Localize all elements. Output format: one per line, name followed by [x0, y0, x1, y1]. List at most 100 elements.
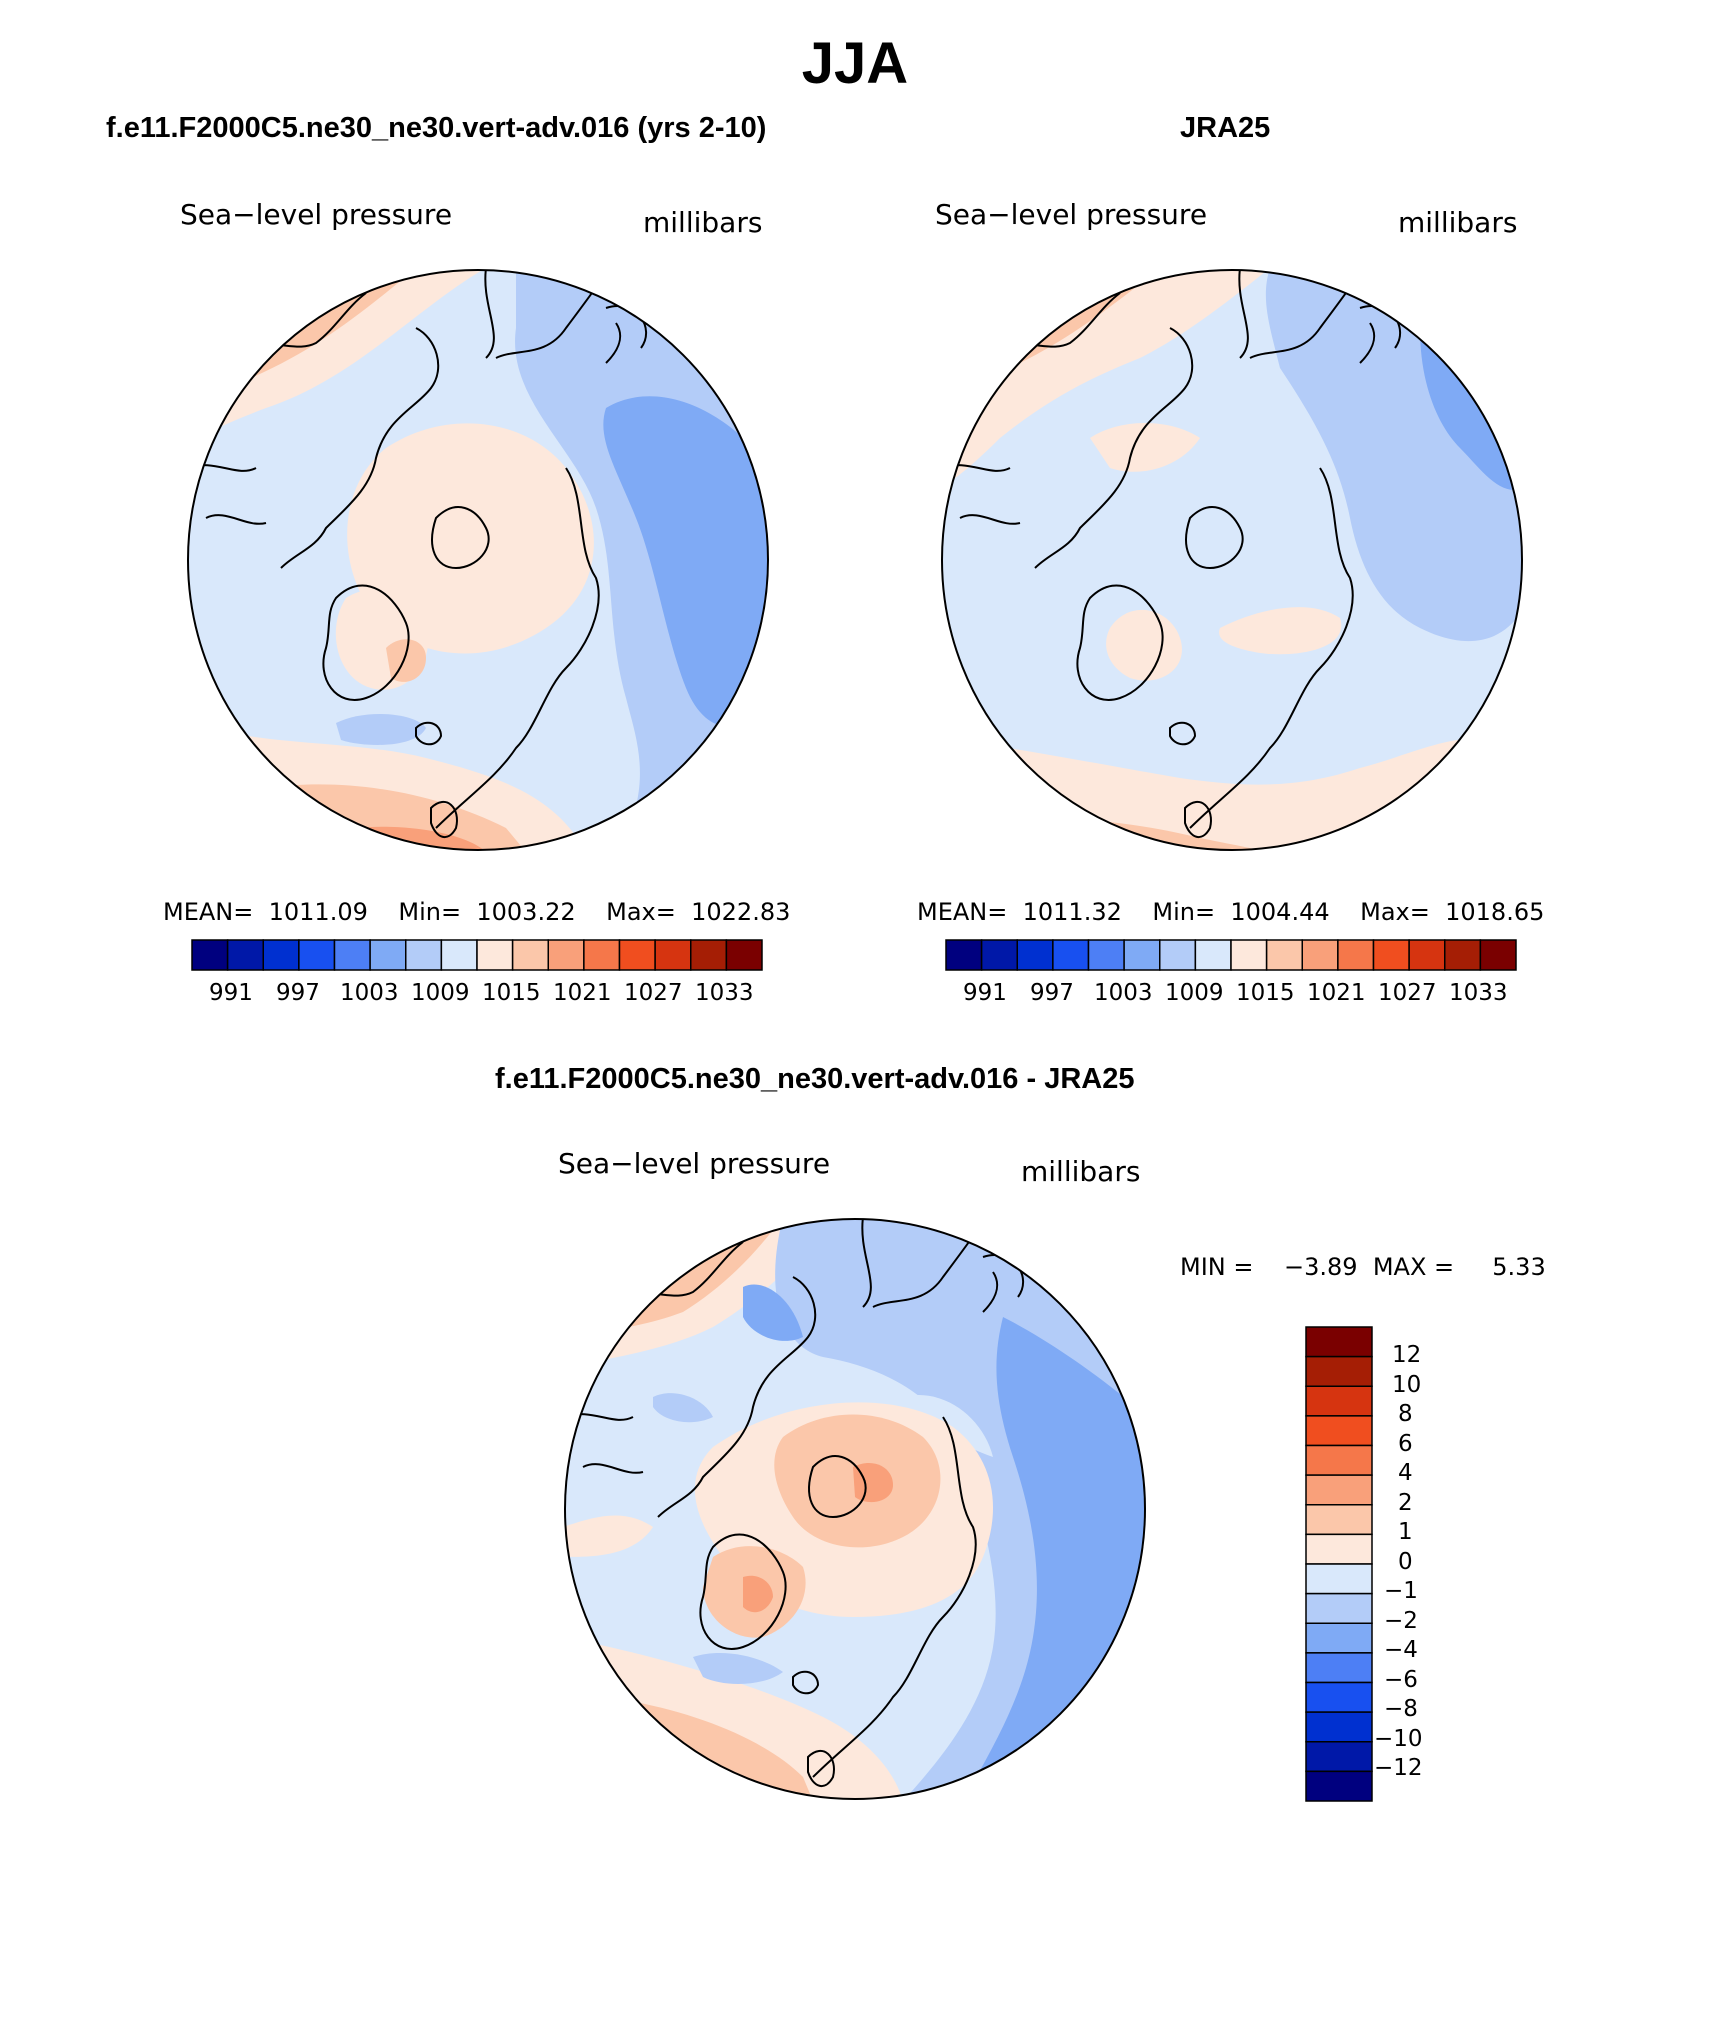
model-tick: 1009	[411, 980, 470, 1006]
model-colorbar-swatch	[262, 939, 300, 971]
diff-min-label: MIN =	[1180, 1253, 1254, 1281]
obs-colorbar-ticks: 991 997 1003 1009 1015 1021 1027 1033	[946, 980, 1516, 1010]
model-colorbar-swatch	[298, 939, 336, 971]
diff-tick: −4	[1384, 1637, 1418, 1663]
diff-colorbar-swatch	[1305, 1741, 1373, 1773]
model-colorbar-swatch	[547, 939, 585, 971]
model-variable-label: Sea−level pressure	[180, 198, 453, 231]
obs-stats: MEAN= 1011.32 Min= 1004.44 Max= 1018.65	[917, 898, 1544, 926]
obs-tick: 1033	[1449, 980, 1508, 1006]
diff-stats: MIN = −3.89 MAX = 5.33	[1180, 1253, 1546, 1281]
model-colorbar-swatch	[618, 939, 656, 971]
model-tick: 1015	[482, 980, 541, 1006]
obs-colorbar-swatch	[1230, 939, 1268, 971]
diff-tick: −1	[1384, 1578, 1418, 1604]
obs-colorbar	[945, 939, 1517, 971]
model-colorbar-swatch	[583, 939, 621, 971]
model-min-label: Min=	[398, 898, 462, 926]
obs-tick: 1015	[1236, 980, 1295, 1006]
model-colorbar-swatch	[690, 939, 728, 971]
model-tick: 1003	[340, 980, 399, 1006]
obs-colorbar-swatch	[1052, 939, 1090, 971]
model-colorbar-swatch	[511, 939, 549, 971]
diff-tick: 12	[1392, 1342, 1422, 1368]
model-colorbar-swatch	[440, 939, 478, 971]
model-colorbar-swatch	[333, 939, 371, 971]
obs-colorbar-swatch	[1337, 939, 1375, 971]
obs-colorbar-swatch	[1444, 939, 1482, 971]
model-stats: MEAN= 1011.09 Min= 1003.22 Max= 1022.83	[163, 898, 790, 926]
diff-tick: −12	[1374, 1755, 1423, 1781]
obs-colorbar-swatch	[1301, 939, 1339, 971]
diff-colorbar-ticks: 12 10 8 6 4 2 1 0 −1 −2 −4 −6 −8 −10 −12	[1374, 1327, 1464, 1801]
model-units-label: millibars	[643, 206, 763, 239]
diff-colorbar-swatch	[1305, 1622, 1373, 1654]
obs-case-title: JRA25	[1180, 112, 1271, 144]
diff-colorbar-swatch	[1305, 1711, 1373, 1743]
model-polar-map	[187, 269, 769, 851]
diff-colorbar-swatch	[1305, 1326, 1373, 1358]
obs-max-value: 1018.65	[1445, 898, 1545, 926]
diff-tick: 10	[1392, 1372, 1422, 1398]
model-tick: 991	[209, 980, 253, 1006]
diff-colorbar-swatch	[1305, 1533, 1373, 1565]
diff-variable-label: Sea−level pressure	[558, 1147, 831, 1180]
obs-colorbar-swatch	[980, 939, 1018, 971]
diff-colorbar-swatch	[1305, 1652, 1373, 1684]
model-tick: 997	[276, 980, 320, 1006]
obs-tick: 1009	[1165, 980, 1224, 1006]
diff-polar-map	[564, 1218, 1146, 1800]
obs-colorbar-swatch	[1479, 939, 1517, 971]
diff-colorbar-swatch	[1305, 1415, 1373, 1447]
obs-colorbar-swatch	[1087, 939, 1125, 971]
page-title: JJA	[801, 31, 909, 96]
diff-max-value: 5.33	[1492, 1253, 1546, 1281]
model-colorbar-swatch	[405, 939, 443, 971]
obs-colorbar-swatch	[1265, 939, 1303, 971]
model-tick: 1033	[695, 980, 754, 1006]
obs-colorbar-swatch	[1372, 939, 1410, 971]
obs-tick: 1027	[1378, 980, 1437, 1006]
model-colorbar-swatch	[369, 939, 407, 971]
diff-tick: 2	[1398, 1490, 1413, 1516]
obs-colorbar-swatch	[1016, 939, 1054, 971]
diff-tick: −10	[1374, 1726, 1423, 1752]
obs-units-label: millibars	[1398, 206, 1518, 239]
obs-mean-label: MEAN=	[917, 898, 1008, 926]
obs-tick: 1003	[1094, 980, 1153, 1006]
diff-colorbar-swatch	[1305, 1504, 1373, 1536]
obs-tick: 991	[963, 980, 1007, 1006]
diff-tick: −2	[1384, 1608, 1418, 1634]
model-min-value: 1003.22	[476, 898, 576, 926]
model-colorbar-swatch	[476, 939, 514, 971]
diff-colorbar-swatch	[1305, 1681, 1373, 1713]
obs-colorbar-swatch	[1408, 939, 1446, 971]
diff-tick: 4	[1398, 1460, 1413, 1486]
diff-colorbar-swatch	[1305, 1474, 1373, 1506]
diff-max-label: MAX =	[1372, 1253, 1455, 1281]
model-mean-value: 1011.09	[268, 898, 368, 926]
obs-colorbar-swatch	[945, 939, 983, 971]
model-colorbar-swatch	[191, 939, 229, 971]
model-case-title: f.e11.F2000C5.ne30_ne30.vert-adv.016 (yr…	[106, 112, 767, 144]
obs-max-label: Max=	[1360, 898, 1430, 926]
obs-min-label: Min=	[1152, 898, 1216, 926]
diff-tick: −6	[1384, 1667, 1418, 1693]
model-colorbar-swatch	[725, 939, 763, 971]
obs-variable-label: Sea−level pressure	[935, 198, 1208, 231]
diff-colorbar-swatch	[1305, 1444, 1373, 1476]
model-colorbar-swatch	[654, 939, 692, 971]
diff-units-label: millibars	[1021, 1155, 1141, 1188]
model-mean-label: MEAN=	[163, 898, 254, 926]
obs-tick: 997	[1030, 980, 1074, 1006]
diff-tick: −8	[1384, 1696, 1418, 1722]
model-max-value: 1022.83	[691, 898, 791, 926]
diff-tick: 1	[1398, 1519, 1413, 1545]
diff-colorbar-swatch	[1305, 1563, 1373, 1595]
diff-colorbar-swatch	[1305, 1770, 1373, 1802]
model-colorbar-swatch	[226, 939, 264, 971]
obs-colorbar-swatch	[1123, 939, 1161, 971]
diff-colorbar-swatch	[1305, 1385, 1373, 1417]
obs-colorbar-swatch	[1159, 939, 1197, 971]
diff-tick: 0	[1398, 1549, 1413, 1575]
